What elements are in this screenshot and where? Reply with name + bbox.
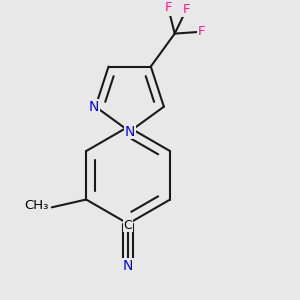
Text: F: F bbox=[164, 1, 172, 14]
Text: F: F bbox=[183, 3, 190, 16]
Text: C: C bbox=[124, 219, 133, 232]
Text: F: F bbox=[197, 25, 205, 38]
Text: N: N bbox=[89, 100, 99, 114]
Text: CH₃: CH₃ bbox=[24, 199, 49, 212]
Text: N: N bbox=[124, 124, 135, 139]
Text: N: N bbox=[123, 259, 133, 273]
